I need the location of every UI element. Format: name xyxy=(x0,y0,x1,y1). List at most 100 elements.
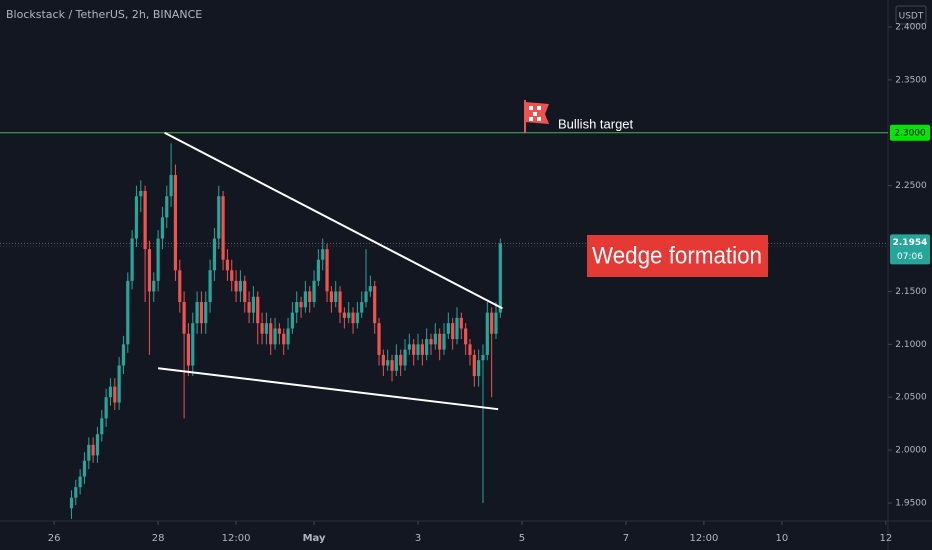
candle-body xyxy=(303,291,307,308)
candle-body xyxy=(321,249,325,260)
candle-body xyxy=(338,291,342,313)
candle-body xyxy=(351,312,355,324)
candle-body xyxy=(368,286,372,292)
y-tick-label: 2.1000 xyxy=(895,340,927,350)
candle-body xyxy=(329,291,333,303)
candle-body xyxy=(277,328,281,334)
axis-unit: USDT xyxy=(899,12,924,22)
candle-body xyxy=(243,280,247,303)
candle-body xyxy=(100,418,104,435)
candle-body xyxy=(121,344,126,366)
candle-body xyxy=(260,323,264,334)
candle-body xyxy=(347,312,351,318)
candle-body xyxy=(399,354,403,366)
candle-body xyxy=(208,270,212,303)
candle-body xyxy=(212,238,217,271)
chart-title: Blockstack / TetherUS, 2h, BINANCE xyxy=(6,8,202,21)
candle-body xyxy=(386,360,390,366)
annotation-text: Wedge formation xyxy=(592,242,762,269)
target-text: Bullish target xyxy=(558,116,634,131)
candle-body xyxy=(451,323,455,340)
target-price-box xyxy=(890,124,930,141)
candle-body xyxy=(442,333,446,350)
candle-body xyxy=(147,249,152,292)
candle-body xyxy=(459,317,463,329)
candle-body xyxy=(429,339,433,345)
candle-body xyxy=(299,302,303,308)
candle-body xyxy=(477,360,481,377)
candle-body xyxy=(134,196,139,239)
candle-body xyxy=(91,444,95,456)
candle-body xyxy=(334,291,338,303)
x-tick-label: 7 xyxy=(623,533,629,544)
candle-body xyxy=(199,302,204,324)
candle-body xyxy=(264,323,268,334)
candle-body xyxy=(494,312,498,334)
candle-body xyxy=(78,476,82,488)
y-tick-label: 2.0000 xyxy=(895,446,927,456)
candle-body xyxy=(173,175,178,271)
candle-body xyxy=(381,354,385,366)
countdown-label: 07:06 xyxy=(897,252,923,262)
candle-body xyxy=(342,312,346,318)
candle-body xyxy=(95,434,100,456)
target-price-label: 2.3000 xyxy=(894,128,926,138)
candle-body xyxy=(373,286,377,324)
candle-body xyxy=(273,328,277,345)
candle-body xyxy=(204,302,208,324)
candle-body xyxy=(433,333,437,345)
y-tick-label: 2.4000 xyxy=(895,22,927,32)
candle-body xyxy=(446,323,450,334)
candle-body xyxy=(178,270,182,303)
candle-body xyxy=(247,302,251,313)
candle-body xyxy=(490,312,494,334)
x-tick-label: 26 xyxy=(48,533,61,544)
candle-body xyxy=(195,302,199,324)
candle-body xyxy=(420,344,424,355)
candle-body xyxy=(169,175,173,197)
annotation-box xyxy=(587,235,768,277)
candle-body xyxy=(82,460,87,477)
y-tick-label: 2.3500 xyxy=(895,75,927,85)
candle-body xyxy=(225,259,230,271)
candle-body xyxy=(416,344,420,355)
y-tick-label: 2.1500 xyxy=(895,287,927,297)
candle-body xyxy=(425,339,429,355)
candle-body xyxy=(438,333,442,350)
candle-body xyxy=(412,344,416,355)
x-tick-label: 5 xyxy=(519,533,525,544)
candle-body xyxy=(472,354,476,377)
candle-body xyxy=(377,323,381,355)
candle-body xyxy=(87,444,91,461)
trendline xyxy=(164,131,503,310)
candle-body xyxy=(256,296,260,324)
candle-body xyxy=(143,190,147,250)
x-tick-label: 12:00 xyxy=(222,533,251,544)
trendline xyxy=(157,367,499,411)
candle-body xyxy=(182,302,186,334)
y-tick-label: 2.0500 xyxy=(895,393,927,403)
candle-body xyxy=(69,497,74,509)
candle-body xyxy=(498,243,502,313)
candle-body xyxy=(165,196,169,218)
candle-body xyxy=(290,312,294,329)
candle-body xyxy=(308,291,312,303)
candle-body xyxy=(152,280,156,292)
unit-box xyxy=(895,5,927,25)
candle-body xyxy=(325,249,329,292)
y-tick-label: 1.9500 xyxy=(895,499,927,509)
candle-body xyxy=(468,344,472,355)
candle-body xyxy=(238,280,243,292)
candle-body xyxy=(364,291,368,303)
candle-body xyxy=(191,323,195,366)
candle-body xyxy=(230,270,234,281)
candle-body xyxy=(464,328,468,345)
candle-body xyxy=(104,397,108,419)
candle-body xyxy=(130,238,134,281)
candle-body xyxy=(485,312,489,355)
candle-body xyxy=(455,317,459,340)
candle-body xyxy=(360,302,364,313)
